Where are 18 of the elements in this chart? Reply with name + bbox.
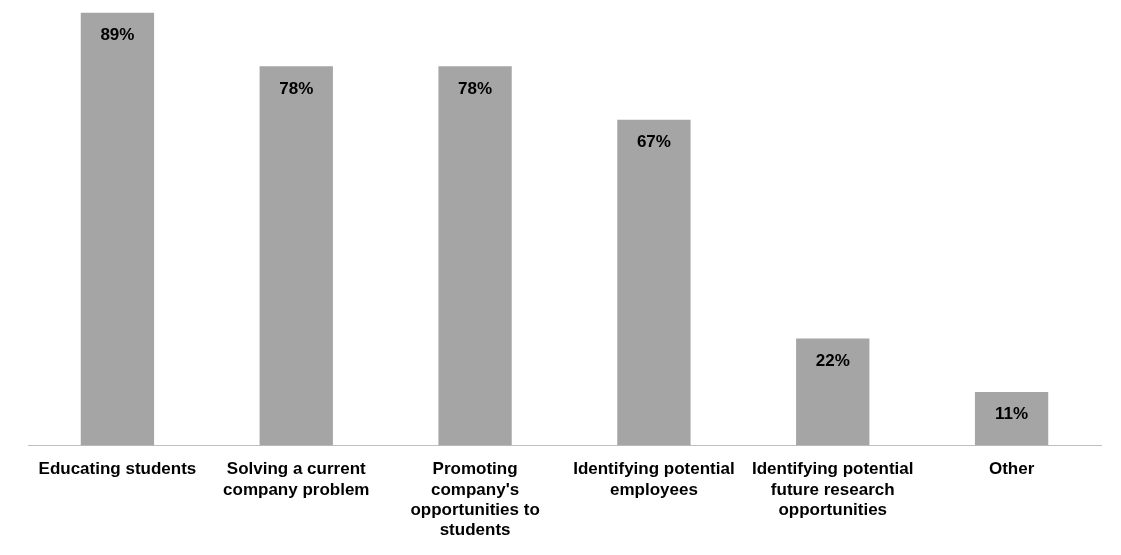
bar <box>259 66 333 446</box>
x-tick-label: Other <box>988 459 1035 479</box>
data-label: 11% <box>995 404 1029 424</box>
bar <box>974 391 1049 446</box>
bar <box>617 119 691 446</box>
data-label: 22% <box>815 350 850 370</box>
data-label: 89% <box>100 25 135 45</box>
bar <box>80 12 155 446</box>
x-tick-label: Educating students <box>38 459 197 479</box>
data-label: 78% <box>458 78 493 98</box>
data-label: 78% <box>279 78 314 98</box>
x-tick-label: Solving a current company problem <box>223 459 370 499</box>
x-tick-label: Promoting company's opportunities to students <box>410 459 540 540</box>
bar <box>796 338 870 446</box>
data-label: 67% <box>636 131 671 151</box>
x-tick-label: Identifying potential employees <box>573 459 735 499</box>
bar <box>438 66 512 446</box>
x-tick-label: Identifying potential future research opportunities <box>752 459 914 520</box>
